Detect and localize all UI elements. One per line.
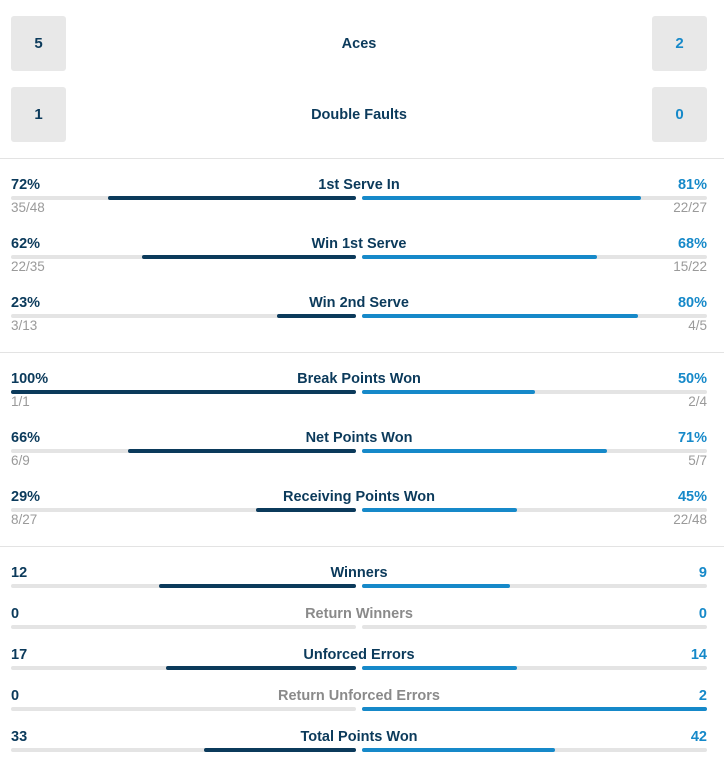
stat-label: Aces: [341, 35, 377, 52]
section-divider: [0, 352, 724, 353]
player1-bar-track: [11, 314, 356, 318]
player1-fraction: 3/13: [11, 318, 38, 333]
player2-value: 68%: [677, 236, 707, 252]
player1-fraction: 22/35: [11, 259, 45, 274]
player2-bar-track: [362, 314, 707, 318]
player2-bar-fill: [362, 314, 638, 318]
player1-bar-track: [11, 508, 356, 512]
player2-bar-track: [362, 584, 707, 588]
player1-bar-track: [11, 584, 356, 588]
stat-label: Return Winners: [305, 606, 413, 622]
player2-bar-fill: [362, 390, 535, 394]
player1-bar-fill: [276, 314, 356, 318]
player1-fraction: 35/48: [11, 200, 45, 215]
player1-value: 72%: [11, 177, 41, 193]
player2-bar-track: [362, 625, 707, 629]
player2-bar-fill: [362, 449, 607, 453]
player2-fraction: 5/7: [688, 453, 707, 468]
player2-value: 71%: [677, 430, 707, 446]
stat-row-aces: 5 Aces 2: [0, 16, 724, 71]
stat-label: Return Unforced Errors: [278, 688, 440, 704]
stat-label: Winners: [330, 565, 388, 581]
stat-label: Break Points Won: [297, 371, 421, 387]
player1-bar-fill: [166, 666, 356, 670]
player2-bar-track: [362, 707, 707, 711]
player1-aces-box: 5: [11, 16, 66, 71]
player1-value: 66%: [11, 430, 41, 446]
stat-label: Receiving Points Won: [282, 489, 435, 505]
player2-fraction: 4/5: [688, 318, 707, 333]
player2-fraction: 22/48: [673, 512, 707, 527]
player1-bar-track: [11, 666, 356, 670]
player2-bar-fill: [362, 584, 511, 588]
stat-label: Unforced Errors: [303, 647, 415, 663]
player1-bar-track: [11, 449, 356, 453]
player2-value: 81%: [677, 177, 707, 193]
player1-value: 0: [11, 606, 20, 622]
player1-bar-track: [11, 255, 356, 259]
player1-value: 23%: [11, 295, 41, 311]
stat-label: Total Points Won: [300, 729, 418, 745]
player2-bar-track: [362, 255, 707, 259]
player2-bar-track: [362, 196, 707, 200]
stat-label: Win 1st Serve: [311, 236, 407, 252]
player1-bar-fill: [128, 449, 356, 453]
player1-value: 33: [11, 729, 28, 745]
player2-fraction: 15/22: [673, 259, 707, 274]
player2-double-faults-box: 0: [652, 87, 707, 142]
player2-bar-fill: [362, 666, 518, 670]
stat-row-double-faults: 1 Double Faults 0: [0, 87, 724, 142]
player2-bar-track: [362, 390, 707, 394]
section-divider: [0, 546, 724, 547]
player2-value: 0: [698, 606, 707, 622]
player2-bar-fill: [362, 508, 518, 512]
player2-bar-track: [362, 748, 707, 752]
player2-value: 45%: [677, 489, 707, 505]
player2-aces-box: 2: [652, 16, 707, 71]
player1-bar-track: [11, 196, 356, 200]
section-divider: [0, 158, 724, 159]
player2-bar-track: [362, 449, 707, 453]
player2-value: 2: [698, 688, 707, 704]
player1-bar-fill: [11, 390, 356, 394]
stat-label: Win 2nd Serve: [309, 295, 409, 311]
player2-value: 14: [690, 647, 707, 663]
player1-bar-track: [11, 748, 356, 752]
player2-bar-track: [362, 666, 707, 670]
player2-value: 9: [698, 565, 707, 581]
player1-bar-track: [11, 625, 356, 629]
player2-bar-fill: [362, 255, 597, 259]
player1-value: 100%: [11, 371, 49, 387]
player1-bar-fill: [255, 508, 356, 512]
player1-fraction: 1/1: [11, 394, 30, 409]
player1-value: 29%: [11, 489, 41, 505]
player2-bar-fill: [362, 707, 707, 711]
stat-label: Double Faults: [311, 106, 407, 123]
player2-bar-fill: [362, 196, 642, 200]
player1-double-faults-box: 1: [11, 87, 66, 142]
player1-value: 17: [11, 647, 28, 663]
stat-label: 1st Serve In: [318, 177, 400, 193]
player2-value: 42: [690, 729, 707, 745]
player1-value: 0: [11, 688, 20, 704]
player1-bar-fill: [204, 748, 356, 752]
player1-bar-fill: [159, 584, 356, 588]
player1-value: 62%: [11, 236, 41, 252]
player1-bar-fill: [142, 255, 356, 259]
player2-bar-fill: [362, 748, 556, 752]
player2-value: 80%: [677, 295, 707, 311]
player1-bar-track: [11, 390, 356, 394]
player1-bar-track: [11, 707, 356, 711]
player2-bar-track: [362, 508, 707, 512]
player1-fraction: 6/9: [11, 453, 30, 468]
player1-fraction: 8/27: [11, 512, 38, 527]
player1-value: 12: [11, 565, 28, 581]
player2-fraction: 22/27: [673, 200, 707, 215]
player2-value: 50%: [677, 371, 707, 387]
player2-fraction: 2/4: [688, 394, 707, 409]
stat-label: Net Points Won: [305, 430, 413, 446]
player1-bar-fill: [107, 196, 356, 200]
